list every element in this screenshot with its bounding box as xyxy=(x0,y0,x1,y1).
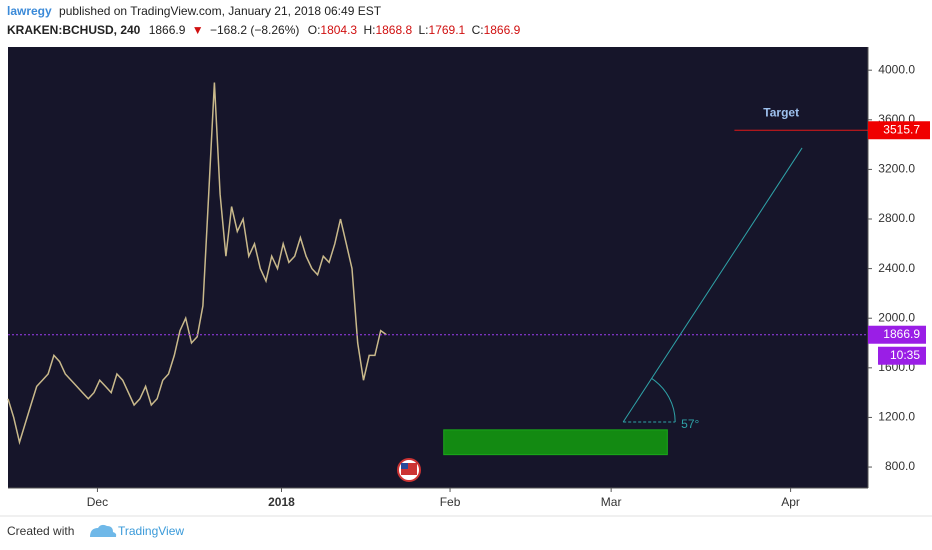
y-tick-label: 800.0 xyxy=(885,459,915,473)
last-price-box xyxy=(868,325,926,344)
flag-icon[interactable] xyxy=(397,458,421,482)
price-line xyxy=(7,82,387,446)
target-label: Target xyxy=(763,105,799,119)
y-tick-label: 1200.0 xyxy=(878,410,915,424)
y-tick-label: 2400.0 xyxy=(878,261,915,275)
y-tick-label: 2800.0 xyxy=(878,211,915,225)
x-tick-label: Feb xyxy=(440,495,461,509)
footer-created: Created with xyxy=(7,524,74,538)
arrow: ▼ xyxy=(192,23,204,37)
y-tick-label: 4000.0 xyxy=(878,62,915,76)
y-tick-label: 3200.0 xyxy=(878,162,915,176)
symbol-line: KRAKEN:BCHUSD, 240 1866.9 ▼ −168.2 (−8.2… xyxy=(7,23,521,37)
published: published on TradingView.com, January 21… xyxy=(59,4,382,18)
symbol: KRAKEN:BCHUSD, 240 xyxy=(7,23,141,37)
footer-brand[interactable]: TradingView xyxy=(118,524,184,538)
countdown: 10:35 xyxy=(890,348,920,362)
header: lawregy published on TradingView.com, Ja… xyxy=(7,4,382,18)
angle-label: 57° xyxy=(681,417,699,431)
low-label: L: xyxy=(419,23,429,37)
plot-area xyxy=(8,47,868,488)
x-tick-label: Apr xyxy=(781,495,800,509)
trendline xyxy=(622,147,803,423)
x-tick-label: Mar xyxy=(601,495,622,509)
angle-arc xyxy=(651,378,676,423)
target-value-label: 3515.7 xyxy=(883,122,920,136)
last-price-label: 1866.9 xyxy=(883,327,920,341)
open: 1804.3 xyxy=(320,23,357,37)
countdown-box xyxy=(878,346,926,365)
x-tick-label: 2018 xyxy=(268,495,295,509)
high-label: H: xyxy=(363,23,375,37)
target-box xyxy=(868,121,930,140)
close: 1866.9 xyxy=(484,23,521,37)
zone xyxy=(443,429,668,456)
open-label: O: xyxy=(308,23,321,37)
change: −168.2 (−8.26%) xyxy=(210,23,299,37)
high: 1868.8 xyxy=(375,23,412,37)
last: 1866.9 xyxy=(149,23,186,37)
y-tick-label: 2000.0 xyxy=(878,310,915,324)
plot: 800.01200.01600.02000.02400.02800.03200.… xyxy=(7,62,915,509)
brand-logo[interactable] xyxy=(90,524,117,537)
low: 1769.1 xyxy=(429,23,466,37)
close-label: C: xyxy=(472,23,484,37)
x-tick-label: Dec xyxy=(87,495,108,509)
author[interactable]: lawregy xyxy=(7,4,52,18)
